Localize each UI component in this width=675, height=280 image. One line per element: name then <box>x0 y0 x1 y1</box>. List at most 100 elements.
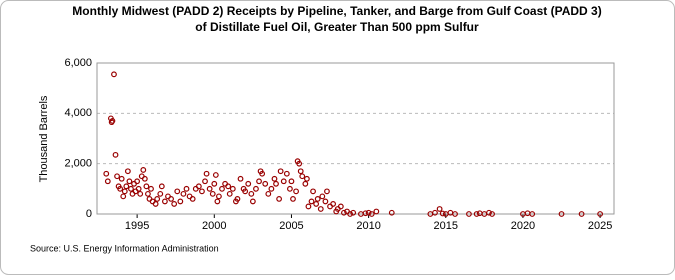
point <box>466 211 472 217</box>
point <box>313 201 320 207</box>
point <box>302 180 309 187</box>
point <box>288 178 295 185</box>
point <box>145 190 151 197</box>
point <box>265 190 272 197</box>
point <box>373 208 380 215</box>
point <box>276 195 283 202</box>
point <box>203 170 210 177</box>
x-tick-label: 2025 <box>588 220 612 232</box>
point <box>157 190 164 197</box>
point <box>299 173 306 180</box>
point <box>104 178 111 185</box>
point <box>290 195 296 202</box>
point <box>202 178 208 185</box>
point <box>277 168 284 175</box>
point <box>436 206 443 212</box>
point <box>212 172 219 178</box>
point <box>432 209 438 216</box>
point <box>114 173 120 180</box>
point <box>154 195 161 202</box>
point <box>237 175 244 182</box>
point <box>368 211 375 217</box>
point <box>297 168 304 175</box>
point <box>303 175 310 182</box>
point <box>183 185 190 192</box>
y-axis-label: Thousand Barrels <box>38 95 50 182</box>
point <box>126 178 133 185</box>
point <box>486 209 492 216</box>
point <box>283 170 290 177</box>
point <box>248 190 255 197</box>
point <box>123 183 130 190</box>
point <box>199 188 205 195</box>
point <box>219 185 225 192</box>
x-tick-label: 2020 <box>511 220 535 232</box>
x-tick-label: 2000 <box>202 220 226 232</box>
x-tick-label: 2005 <box>279 220 303 232</box>
point <box>206 185 213 192</box>
point <box>135 185 142 192</box>
point <box>189 195 196 202</box>
point <box>262 180 269 187</box>
point <box>273 180 279 187</box>
point <box>280 178 287 185</box>
point <box>112 151 119 158</box>
point <box>158 183 165 190</box>
point <box>439 210 446 217</box>
point <box>314 195 321 202</box>
point <box>293 188 299 195</box>
point <box>256 178 262 185</box>
point <box>118 175 125 182</box>
point <box>347 211 353 217</box>
point <box>330 201 337 207</box>
point <box>177 198 184 205</box>
y-tick-label: 6,000 <box>64 57 92 69</box>
point <box>350 209 357 216</box>
point <box>174 188 181 195</box>
source: Source: U.S. Energy Information Administ… <box>30 243 219 253</box>
x-tick-label: 1995 <box>125 220 149 232</box>
y-tick-label: 4,000 <box>64 107 92 119</box>
point <box>578 211 585 217</box>
point <box>180 190 187 197</box>
point <box>388 209 395 216</box>
point <box>324 188 330 195</box>
point <box>308 198 315 205</box>
point <box>141 175 148 182</box>
point <box>140 167 147 173</box>
point <box>452 211 458 217</box>
point <box>211 180 218 187</box>
point <box>162 198 168 205</box>
point <box>103 170 110 177</box>
point <box>111 71 117 78</box>
point <box>242 188 249 195</box>
point <box>143 183 150 190</box>
point <box>529 211 536 217</box>
point <box>597 211 604 217</box>
point <box>226 190 233 197</box>
point <box>124 168 131 175</box>
point <box>134 178 141 185</box>
point <box>365 209 372 216</box>
point <box>337 203 344 210</box>
point <box>120 193 127 200</box>
point <box>473 211 480 217</box>
point <box>268 185 275 192</box>
point <box>137 190 144 197</box>
point <box>229 185 236 192</box>
point <box>216 193 222 200</box>
point <box>249 198 256 205</box>
point <box>558 211 565 217</box>
point <box>319 193 326 200</box>
point <box>225 183 232 190</box>
point <box>171 201 178 207</box>
point <box>362 210 369 217</box>
point <box>148 185 154 192</box>
point <box>341 209 347 216</box>
point <box>245 180 252 187</box>
point <box>489 211 495 217</box>
chart-title: Monthly Midwest (PADD 2) Receipts by Pip… <box>72 4 601 18</box>
point <box>296 160 303 167</box>
